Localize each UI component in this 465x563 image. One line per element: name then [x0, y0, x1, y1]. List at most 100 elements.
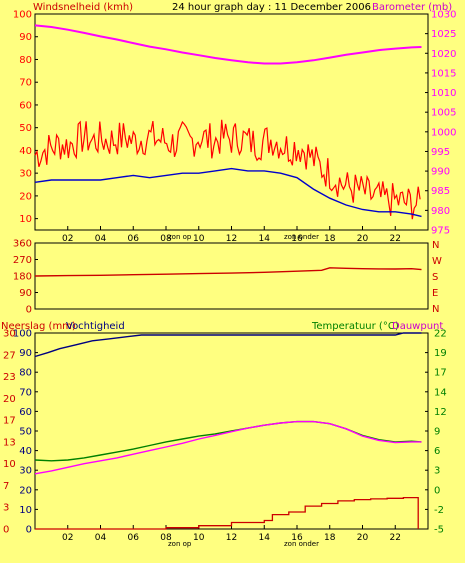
- dir-tick-360: 360: [13, 239, 32, 250]
- wind-tick-90: 90: [19, 32, 32, 43]
- baro-tick-995: 995: [431, 147, 450, 158]
- sunset-label-top: zon onder: [284, 233, 319, 241]
- hum-tick-100: 100: [13, 329, 32, 340]
- wind-gust-line: [34, 119, 421, 220]
- rain-tick-3: 3: [3, 503, 9, 514]
- graph-title: 24 hour graph day : 11 December 2006: [172, 2, 371, 13]
- top-xtick-02: 02: [62, 234, 73, 244]
- bottom-xtick-20: 20: [357, 533, 369, 543]
- bottom-xtick-12: 12: [226, 533, 237, 543]
- top-xtick-20: 20: [357, 234, 369, 244]
- dir-tick-180: 180: [13, 272, 32, 283]
- baro-tick-1010: 1010: [431, 88, 456, 99]
- dewpoint-axis-title: Dauwpunt: [392, 321, 443, 332]
- compass-n2-label: N: [432, 304, 439, 315]
- temp-tick-14: 14: [434, 387, 447, 398]
- hum-tick-50: 50: [19, 427, 32, 438]
- wind-tick-100: 100: [13, 10, 32, 21]
- compass-s-label: S: [432, 272, 438, 283]
- temp-tick-22: 22: [434, 329, 447, 340]
- dir-tick-270: 270: [13, 255, 32, 266]
- temp-tick--2: -2: [434, 505, 444, 516]
- baro-tick-1015: 1015: [431, 68, 456, 79]
- top-xtick-16: 16: [291, 234, 303, 244]
- temp-tick-19: 19: [434, 348, 447, 359]
- wind-tick-30: 30: [19, 169, 32, 180]
- compass-w-label: W: [432, 256, 442, 267]
- sunrise-label-bottom: zon op: [168, 540, 192, 548]
- top-xtick-04: 04: [95, 234, 107, 244]
- hum-tick-10: 10: [19, 505, 32, 516]
- bottom-xtick-06: 06: [128, 533, 140, 543]
- temp-tick--5: -5: [434, 525, 444, 536]
- hum-tick-20: 20: [19, 485, 32, 496]
- wind-tick-80: 80: [19, 55, 32, 66]
- temperature-axis-title: Temperatuur (°C): [311, 321, 399, 332]
- top-xtick-10: 10: [193, 234, 205, 244]
- humidity-axis-title: Vochtigheid: [66, 321, 125, 332]
- compass-e-label: E: [432, 288, 438, 299]
- bottom-xtick-04: 04: [95, 533, 107, 543]
- top-xtick-22: 22: [390, 234, 401, 244]
- compass-n-label: N: [432, 240, 439, 251]
- rain-tick-30: 30: [3, 329, 16, 340]
- wind-speed-axis-title: Windsnelheid (kmh): [33, 2, 133, 13]
- bottom-xtick-08: 08: [160, 533, 172, 543]
- temp-tick-12: 12: [434, 407, 447, 418]
- baro-tick-1000: 1000: [431, 127, 456, 138]
- dir-tick-0: 0: [26, 305, 32, 316]
- bottom-xtick-10: 10: [193, 533, 205, 543]
- hum-tick-0: 0: [26, 525, 32, 536]
- dewpoint-line: [34, 420, 422, 475]
- rain-tick-23: 23: [3, 372, 16, 383]
- baro-tick-980: 980: [431, 206, 450, 217]
- wind-tick-50: 50: [19, 123, 32, 134]
- top-xtick-12: 12: [226, 234, 237, 244]
- temp-tick-9: 9: [434, 427, 440, 438]
- dir-tick-90: 90: [19, 288, 32, 299]
- wind-tick-20: 20: [19, 191, 32, 202]
- baro-tick-1030: 1030: [431, 10, 456, 21]
- wind-tick-40: 40: [19, 146, 32, 157]
- wind-tick-60: 60: [19, 100, 32, 111]
- wind-tick-10: 10: [19, 214, 32, 225]
- baro-tick-975: 975: [431, 226, 450, 237]
- top-xtick-18: 18: [324, 234, 336, 244]
- top-xtick-06: 06: [128, 234, 140, 244]
- rain-axis-title: Neerslag (mm): [1, 321, 76, 332]
- humidity-line: [34, 332, 422, 358]
- hum-tick-80: 80: [19, 368, 32, 379]
- temp-tick-6: 6: [434, 446, 440, 457]
- rain-tick-27: 27: [3, 350, 16, 361]
- baro-tick-990: 990: [431, 167, 450, 178]
- rain-line: [35, 496, 419, 530]
- bottom-xtick-14: 14: [259, 533, 271, 543]
- top-xtick-14: 14: [259, 234, 271, 244]
- wind-tick-70: 70: [19, 78, 32, 89]
- barometer-line: [34, 24, 422, 65]
- baro-tick-985: 985: [431, 186, 450, 197]
- temp-tick-17: 17: [434, 368, 447, 379]
- hum-tick-60: 60: [19, 407, 32, 418]
- wind-average-line: [34, 167, 422, 218]
- baro-tick-1020: 1020: [431, 49, 456, 60]
- rain-tick-10: 10: [3, 459, 16, 470]
- bottom-xtick-16: 16: [291, 533, 303, 543]
- temperature-line: [34, 420, 422, 462]
- wind-direction-line: [34, 267, 422, 277]
- bottom-xtick-22: 22: [390, 533, 401, 543]
- baro-tick-1025: 1025: [431, 29, 456, 40]
- sunset-label-bottom: zon onder: [284, 540, 319, 548]
- bottom-xtick-02: 02: [62, 533, 73, 543]
- top-xtick-08: 08: [160, 234, 172, 244]
- top-panel-frame: [34, 13, 429, 231]
- hum-tick-30: 30: [19, 466, 32, 477]
- bottom-xtick-18: 18: [324, 533, 336, 543]
- sunrise-label-top: zon op: [168, 233, 192, 241]
- barometer-axis-title: Barometer (mb): [372, 2, 452, 13]
- rain-tick-13: 13: [3, 437, 16, 448]
- temp-tick-3: 3: [434, 466, 440, 477]
- hum-tick-40: 40: [19, 446, 32, 457]
